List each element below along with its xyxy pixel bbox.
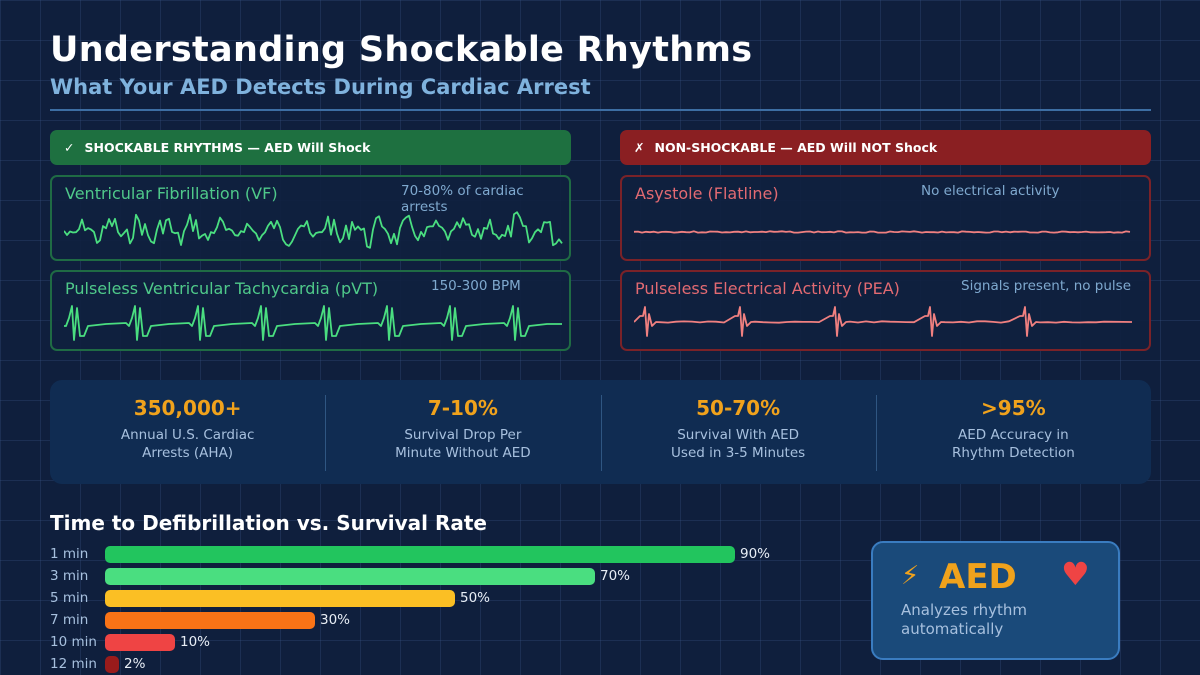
shockable-header-label: SHOCKABLE RHYTHMS — AED Will Shock bbox=[84, 140, 371, 155]
ecg-trace-pvt bbox=[64, 305, 562, 341]
stat-label-line: Arrests (AHA) bbox=[142, 445, 234, 461]
check-icon: ✓ bbox=[64, 140, 75, 155]
stat-label-line: Rhythm Detection bbox=[951, 445, 1075, 461]
stat-label-line: Survival Drop Per bbox=[404, 427, 522, 443]
page-title: Understanding Shockable Rhythms bbox=[50, 30, 753, 70]
ecg-trace-vf bbox=[64, 211, 563, 249]
stat-value: 7-10% bbox=[427, 396, 498, 420]
stat-value: 350,000+ bbox=[133, 396, 242, 420]
aed-label: AED bbox=[939, 557, 1017, 597]
aed-callout-card: ⚡ AED ♥ Analyzes rhythm automatically bbox=[871, 541, 1120, 660]
bar-category-label: 1 min bbox=[50, 546, 89, 562]
rhythm-card-vf: Ventricular Fibrillation (VF) 70-80% of … bbox=[50, 175, 571, 261]
rhythm-name: Pulseless Electrical Activity (PEA) bbox=[635, 279, 900, 298]
stat-label-line: Used in 3-5 Minutes bbox=[671, 445, 806, 461]
bar bbox=[105, 567, 595, 585]
bar-value-label: 30% bbox=[320, 612, 351, 628]
bar-row: 10 min 10% bbox=[50, 632, 210, 652]
stat-label-line: Survival With AED bbox=[677, 427, 800, 443]
stat-aed-accuracy: >95% AED Accuracy in Rhythm Detection bbox=[875, 380, 1151, 484]
rhythm-card-asystole: Asystole (Flatline) No electrical activi… bbox=[620, 175, 1151, 261]
bar bbox=[105, 655, 119, 673]
chart-title: Time to Defibrillation vs. Survival Rate bbox=[50, 511, 487, 535]
stat-label-line: AED Accuracy in bbox=[958, 427, 1069, 443]
bar-value-label: 70% bbox=[600, 568, 631, 584]
stat-label: Annual U.S. Cardiac Arrests (AHA) bbox=[50, 426, 325, 462]
rhythm-note: 150-300 BPM bbox=[431, 278, 521, 294]
bar-value-label: 50% bbox=[460, 590, 491, 606]
non-shockable-header: ✗ NON-SHOCKABLE — AED Will NOT Shock bbox=[620, 130, 1151, 165]
bar-row: 3 min 70% bbox=[50, 566, 630, 586]
bar-category-label: 12 min bbox=[50, 656, 97, 672]
rhythm-card-pea: Pulseless Electrical Activity (PEA) Sign… bbox=[620, 270, 1151, 351]
bar-category-label: 3 min bbox=[50, 568, 89, 584]
bar-row: 1 min 90% bbox=[50, 544, 770, 564]
stat-label-line: Minute Without AED bbox=[395, 445, 531, 461]
rhythm-note: Signals present, no pulse bbox=[961, 278, 1132, 294]
aed-description-line: Analyzes rhythm bbox=[901, 601, 1027, 619]
bar-row: 7 min 30% bbox=[50, 610, 350, 630]
stat-survival-with-aed: 50-70% Survival With AED Used in 3-5 Min… bbox=[600, 380, 876, 484]
header-divider bbox=[50, 109, 1151, 111]
rhythm-name: Ventricular Fibrillation (VF) bbox=[65, 184, 278, 203]
stat-annual-arrests: 350,000+ Annual U.S. Cardiac Arrests (AH… bbox=[50, 380, 325, 484]
ecg-line bbox=[64, 305, 562, 341]
page-subtitle: What Your AED Detects During Cardiac Arr… bbox=[50, 75, 591, 99]
bar-category-label: 5 min bbox=[50, 590, 89, 606]
bar-category-label: 7 min bbox=[50, 612, 89, 628]
non-shockable-header-label: NON-SHOCKABLE — AED Will NOT Shock bbox=[654, 140, 938, 155]
rhythm-note: No electrical activity bbox=[921, 183, 1060, 199]
bar bbox=[105, 545, 735, 563]
bar-row: 5 min 50% bbox=[50, 588, 490, 608]
shockable-header: ✓ SHOCKABLE RHYTHMS — AED Will Shock bbox=[50, 130, 571, 165]
bar bbox=[105, 633, 175, 651]
bar-row: 12 min 2% bbox=[50, 654, 145, 674]
ecg-trace-asystole bbox=[634, 230, 1131, 234]
ecg-line bbox=[634, 230, 1131, 234]
rhythm-note: 70-80% of cardiac arrests bbox=[401, 183, 524, 215]
rhythm-name: Asystole (Flatline) bbox=[635, 184, 779, 203]
bar-value-label: 2% bbox=[124, 656, 146, 672]
stat-survival-drop: 7-10% Survival Drop Per Minute Without A… bbox=[325, 380, 600, 484]
aed-description-line: automatically bbox=[901, 620, 1004, 638]
stat-label: Survival Drop Per Minute Without AED bbox=[325, 426, 600, 462]
ecg-trace-pea bbox=[634, 306, 1133, 337]
stat-label: Survival With AED Used in 3-5 Minutes bbox=[601, 426, 876, 462]
stat-value: >95% bbox=[981, 396, 1046, 420]
aed-description: Analyzes rhythm automatically bbox=[901, 601, 1027, 639]
bar-value-label: 10% bbox=[180, 634, 211, 650]
bar-category-label: 10 min bbox=[50, 634, 97, 650]
bar bbox=[105, 589, 455, 607]
stat-label: AED Accuracy in Rhythm Detection bbox=[876, 426, 1151, 462]
stat-value: 50-70% bbox=[696, 396, 781, 420]
ecg-line bbox=[64, 211, 563, 249]
lightning-bolt-icon: ⚡ bbox=[901, 561, 920, 591]
heart-icon: ♥ bbox=[1061, 555, 1090, 593]
rhythm-card-pvt: Pulseless Ventricular Tachycardia (pVT) … bbox=[50, 270, 571, 351]
x-mark-icon: ✗ bbox=[634, 140, 645, 155]
rhythm-name: Pulseless Ventricular Tachycardia (pVT) bbox=[65, 279, 379, 298]
bar bbox=[105, 611, 315, 629]
stat-label-line: Annual U.S. Cardiac bbox=[120, 427, 255, 443]
bar-value-label: 90% bbox=[740, 546, 771, 562]
stats-panel: 350,000+ Annual U.S. Cardiac Arrests (AH… bbox=[50, 380, 1151, 484]
ecg-line bbox=[634, 306, 1133, 337]
